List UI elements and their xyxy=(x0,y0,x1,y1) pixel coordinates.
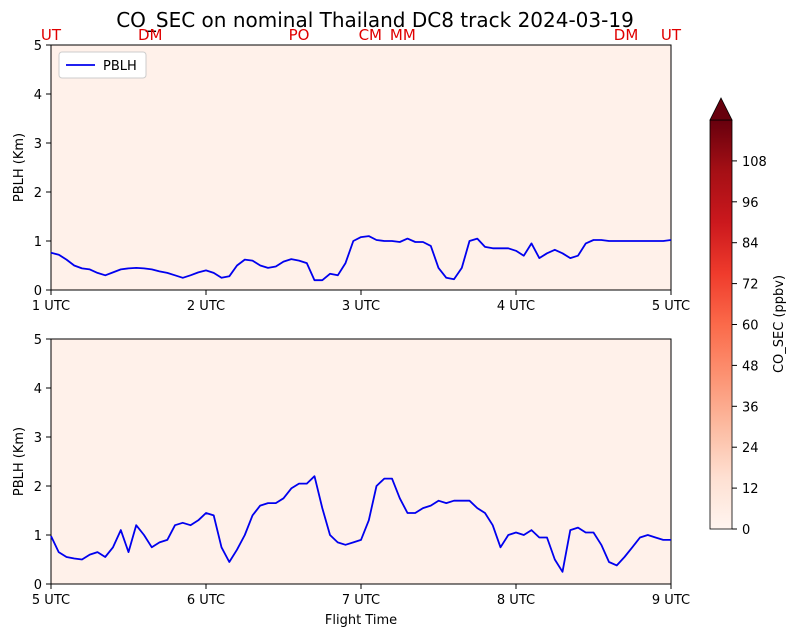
site-label: MM xyxy=(390,26,416,44)
colorbar-tick-label: 72 xyxy=(742,278,759,293)
x-tick-label: 8 UTC xyxy=(497,593,535,608)
x-tick-label: 2 UTC xyxy=(187,299,225,314)
legend: PBLH xyxy=(58,51,147,79)
x-tick-label: 6 UTC xyxy=(187,593,225,608)
colorbar-tick-label: 0 xyxy=(742,523,750,538)
y-tick-label: 2 xyxy=(34,186,42,201)
colorbar-gradient xyxy=(709,119,733,530)
legend-box xyxy=(58,51,147,79)
y-tick-label: 1 xyxy=(34,529,42,544)
y-tick-label: 0 xyxy=(34,284,42,299)
x-tick-label: 5 UTC xyxy=(652,299,690,314)
y-tick-label: 5 xyxy=(34,39,42,54)
y-tick-label: 3 xyxy=(34,431,42,446)
colorbar-tick-label: 48 xyxy=(742,359,759,374)
site-label: DM xyxy=(614,26,639,44)
legend-entry: PBLH xyxy=(103,59,137,74)
y-axis-label: PBLH (Km) xyxy=(12,427,27,496)
x-tick-label: 7 UTC xyxy=(342,593,380,608)
colorbar-tick-label: 108 xyxy=(742,155,767,170)
colorbar-extend-arrow xyxy=(709,97,733,121)
x-tick-label: 1 UTC xyxy=(32,299,70,314)
colorbar-tick-label: 24 xyxy=(742,441,759,456)
site-label: CM xyxy=(359,26,382,44)
y-axis-label: PBLH (Km) xyxy=(12,133,27,202)
site-label: DM xyxy=(138,26,163,44)
x-tick-label: 3 UTC xyxy=(342,299,380,314)
site-label: UT xyxy=(41,26,62,44)
y-tick-label: 0 xyxy=(34,578,42,593)
bottom-panel: 5 UTC 6 UTC 7 UTC 8 UTC 9 UTC 0 1 2 3 4 5 PBLH (Km)… xyxy=(12,333,690,628)
y-tick-label: 5 xyxy=(34,333,42,348)
pblh-series-line xyxy=(50,235,672,282)
y-tick-label: 3 xyxy=(34,137,42,152)
y-tick-label: 4 xyxy=(34,382,42,397)
colorbar-tick-label: 84 xyxy=(742,237,759,252)
y-tick-label: 2 xyxy=(34,480,42,495)
colorbar-tick-label: 96 xyxy=(742,196,759,211)
chart-title: CO_SEC on nominal Thailand DC8 track 202… xyxy=(116,8,634,32)
colorbar-tick-label: 12 xyxy=(742,482,759,497)
co-sec-field xyxy=(51,45,671,290)
y-tick-label: 4 xyxy=(34,88,42,103)
colorbar-tick-label: 36 xyxy=(742,400,759,415)
colorbar-tick-label: 60 xyxy=(742,319,759,334)
colorbar: 0 12 24 36 48 60 72 84 96 108 CO_SEC (ppbv) xyxy=(709,97,787,538)
co-sec-field xyxy=(51,339,671,584)
x-tick-label: 9 UTC xyxy=(652,593,690,608)
y-tick-label: 1 xyxy=(34,235,42,250)
x-tick-label: 4 UTC xyxy=(497,299,535,314)
pblh-series-line xyxy=(50,475,671,573)
top-panel: 1 UTC 2 UTC 3 UTC 4 UTC 5 UTC 0 1 2 3 4 5 PBLH (Km)… xyxy=(12,26,690,314)
x-axis-label: Flight Time xyxy=(325,613,397,628)
x-tick-label: 5 UTC xyxy=(32,593,70,608)
site-label: PO xyxy=(289,26,310,44)
site-label: UT xyxy=(661,26,682,44)
colorbar-label: CO_SEC (ppbv) xyxy=(772,275,787,373)
